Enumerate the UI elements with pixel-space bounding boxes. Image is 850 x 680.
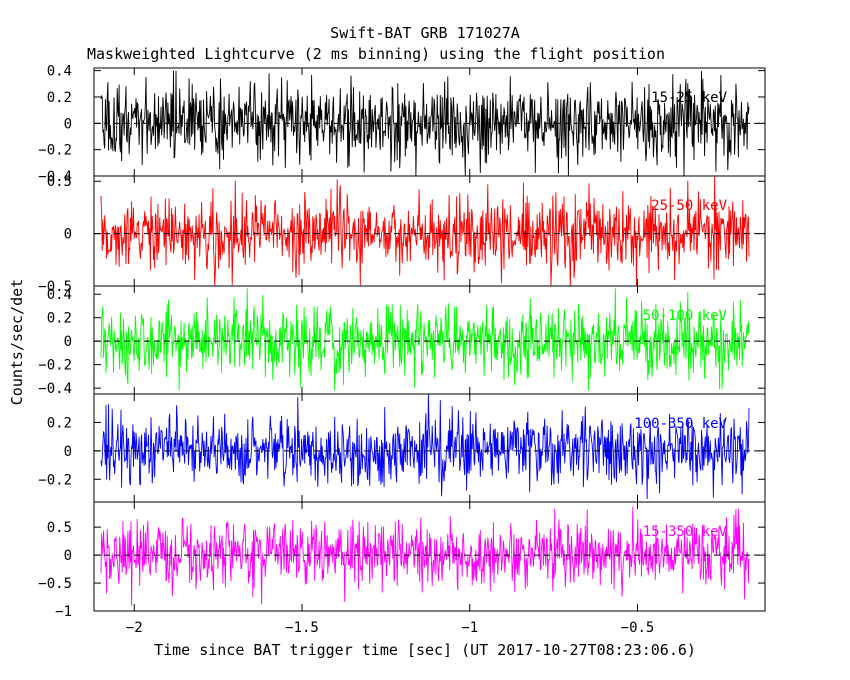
panel-2: −0.5 0 0.5 25-50 keV [38, 174, 766, 295]
y-tick-label-1-5: 0.4 [47, 64, 72, 80]
series-line-1 [100, 70, 750, 177]
x-tick-label-4: −0.5 [621, 620, 655, 636]
y-tick-label-3-4: 0.2 [47, 311, 72, 327]
series-line-2 [100, 175, 750, 287]
x-tick-label-3: −1 [461, 620, 478, 636]
series-label-4: 100-350 keV [634, 416, 727, 432]
y-tick-label-5-2: −0.5 [38, 576, 72, 592]
panel-5: −1 −0.5 0 0.5 15-350 keV [38, 501, 766, 620]
y-tick-label-4-2: 0 [64, 444, 72, 460]
chart-title: Swift-BAT GRB 171027A [330, 24, 520, 42]
y-tick-label-3-5: 0.4 [47, 287, 72, 303]
series-line-4 [100, 393, 750, 500]
panel-frame-3 [93, 285, 766, 395]
series-label-5: 15-350 keV [643, 524, 728, 540]
y-tick-label-1-4: 0.2 [47, 90, 72, 106]
y-tick-label-3-1: −0.4 [38, 381, 72, 397]
y-tick-label-5-1: −1 [55, 604, 72, 620]
series-label-2: 25-50 keV [651, 198, 727, 214]
panels-group: −0.4 −0.2 0 0.2 0.4 15-25 keV −0.5 0 0.5 25-50 ke… [38, 64, 766, 636]
x-tick-label-1: −2 [126, 620, 143, 636]
y-tick-label-3-3: 0 [64, 334, 72, 350]
y-tick-label-5-4: 0.5 [47, 520, 72, 536]
series-label-3: 50-100 keV [643, 308, 728, 324]
y-tick-label-4-3: 0.2 [47, 415, 72, 431]
y-tick-label-1-2: −0.2 [38, 143, 72, 159]
x-tick-label-2: −1.5 [285, 620, 319, 636]
series-label-1: 15-25 keV [651, 90, 727, 106]
y-tick-label-2-1: −0.5 [38, 279, 72, 295]
series-line-3 [100, 288, 750, 391]
chart-subtitle: Maskweighted Lightcurve (2 ms binning) u… [87, 45, 665, 63]
panel-1: −0.4 −0.2 0 0.2 0.4 15-25 keV [38, 64, 766, 185]
y-axis-label: Counts/sec/det [8, 279, 26, 405]
y-tick-label-1-3: 0 [64, 116, 72, 132]
y-tick-label-4-1: −0.2 [38, 472, 72, 488]
y-tick-label-2-2: 0 [64, 227, 72, 243]
x-axis-label: Time since BAT trigger time [sec] (UT 20… [154, 641, 696, 659]
y-tick-label-5-3: 0 [64, 548, 72, 564]
panel-3: −0.4 −0.2 0 0.2 0.4 50-100 keV [38, 285, 766, 397]
panel-frame-5 [93, 501, 766, 612]
y-tick-label-1-1: −0.4 [38, 169, 72, 185]
series-line-5 [100, 506, 750, 606]
y-tick-label-2-3: 0.5 [47, 174, 72, 190]
panel-4: −0.2 0 0.2 100-350 keV [38, 393, 766, 503]
y-tick-label-3-2: −0.2 [38, 358, 72, 374]
